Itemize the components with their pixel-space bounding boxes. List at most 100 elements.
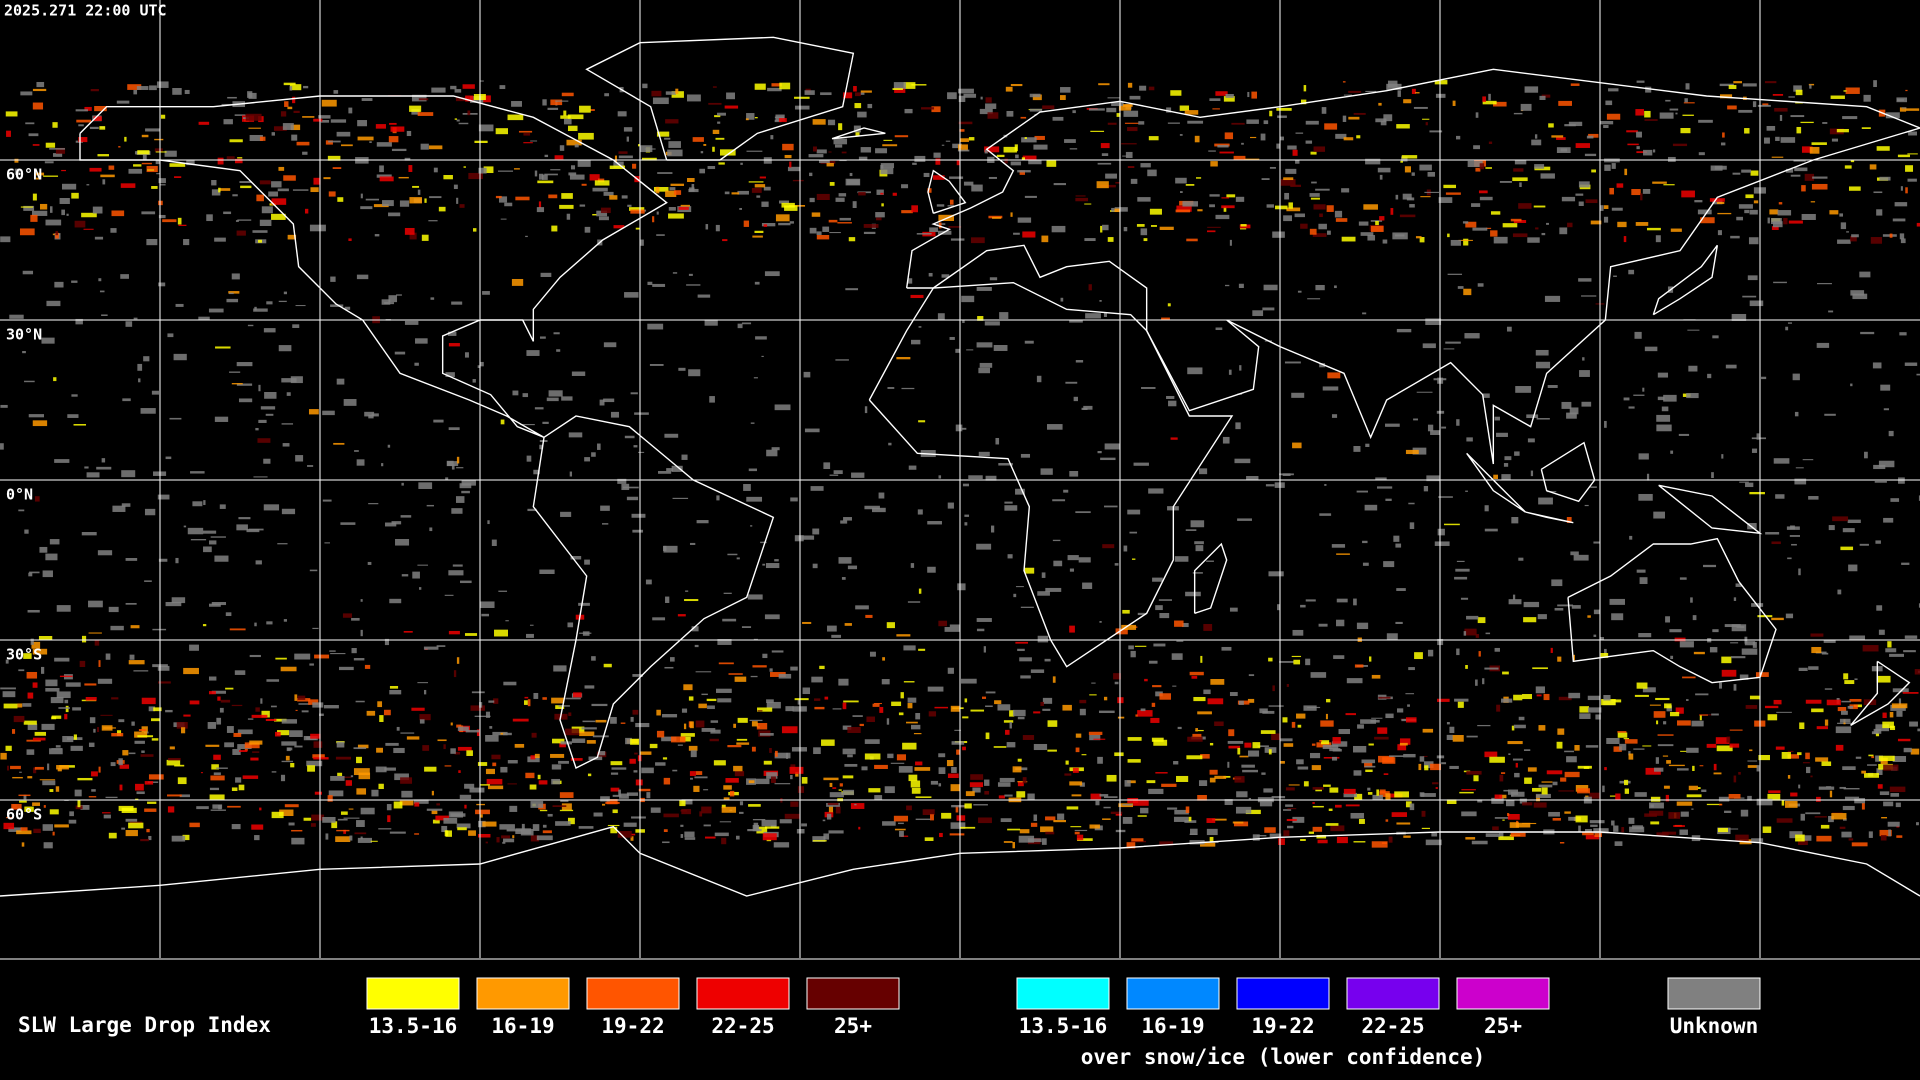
cloud-patch [478,820,486,828]
cloud-patch [985,97,992,103]
cloud-patch [872,703,880,707]
cloud-patch [631,513,646,518]
cloud-patch [812,146,817,152]
cloud-patch [1424,765,1429,771]
cloud-patch [1374,736,1389,740]
cloud-patch [1564,811,1571,814]
cloud-patch [1176,205,1192,212]
cloud-patch [829,232,841,234]
cloud-patch [1312,826,1323,832]
cloud-patch [1611,613,1624,621]
cloud-patch [1881,816,1888,819]
cloud-patch [1005,729,1010,735]
cloud-patch [1860,331,1875,335]
cloud-patch [890,762,905,764]
cloud-patch [874,702,882,705]
cloud-patch [211,602,227,606]
cloud-patch [1665,616,1671,623]
coastline [1193,542,1228,614]
cloud-patch [1699,714,1708,716]
cloud-patch [1153,643,1166,647]
cloud-patch [1581,401,1592,407]
cloud-patch [226,726,234,733]
cloud-patch [1456,135,1461,140]
cloud-patch [271,198,287,205]
cloud-patch [218,187,221,193]
cloud-patch [1118,104,1132,111]
cloud-patch [1763,137,1770,144]
cloud-patch [387,815,391,823]
cloud-patch [461,479,476,486]
cloud-patch [759,176,766,179]
cloud-patch [148,774,164,780]
cloud-patch [891,701,902,707]
cloud-patch [1375,118,1387,123]
cloud-patch [933,152,941,158]
cloud-patch [24,380,35,383]
cloud-patch [1207,698,1224,705]
cloud-patch [423,689,427,695]
cloud-patch [1003,841,1013,843]
cloud-patch [823,462,831,470]
cloud-patch [1312,805,1324,808]
cloud-patch [1843,90,1847,92]
cloud-patch [1288,202,1293,209]
cloud-patch [1538,497,1553,505]
cloud-patch [443,744,446,750]
cloud-patch [456,724,462,728]
cloud-patch [1719,83,1734,87]
cloud-patch [677,614,686,617]
cloud-patch [998,795,1006,799]
cloud-patch [750,422,755,424]
cloud-patch [1206,828,1218,836]
cloud-patch [841,577,846,580]
cloud-patch [858,191,866,196]
cloud-patch [571,738,586,743]
cloud-patch [1394,791,1410,798]
cloud-patch [1150,717,1160,723]
cloud-patch [630,833,636,836]
cloud-patch [52,122,58,128]
cloud-patch [915,761,923,766]
cloud-patch [876,189,884,195]
cloud-patch [1334,210,1343,218]
cloud-patch [766,839,772,842]
cloud-patch [1287,145,1297,150]
cloud-patch [1189,833,1198,835]
cloud-patch [1546,770,1563,775]
cloud-patch [1331,544,1346,548]
cloud-patch [221,103,233,106]
cloud-patch [1590,486,1597,488]
cloud-patch [592,735,609,738]
cloud-patch [1751,838,1764,842]
cloud-patch [1343,792,1357,798]
cloud-patch [282,123,294,130]
cloud-patch [985,691,996,694]
cloud-patch [523,142,533,144]
cloud-patch [1840,546,1854,551]
cloud-patch [270,705,277,708]
cloud-patch [318,115,331,119]
cloud-patch [500,766,508,773]
cloud-patch [968,137,975,141]
cloud-patch [154,148,163,152]
cloud-patch [601,803,606,806]
cloud-patch [1131,558,1136,560]
cloud-patch [1808,496,1819,500]
cloud-patch [1438,496,1453,498]
cloud-patch [488,700,495,703]
cloud-patch [167,806,175,813]
cloud-patch [640,239,644,246]
cloud-patch [1423,761,1434,769]
cloud-patch [864,753,881,760]
cloud-patch [1445,341,1461,344]
cloud-patch [723,592,732,594]
cloud-patch [1684,98,1688,103]
cloud-patch [796,829,805,834]
cloud-patch [693,785,700,792]
cloud-patch [1686,393,1699,399]
cloud-patch [1041,572,1046,578]
cloud-patch [32,420,48,427]
cloud-patch [1872,362,1882,369]
cloud-patch [36,172,45,176]
